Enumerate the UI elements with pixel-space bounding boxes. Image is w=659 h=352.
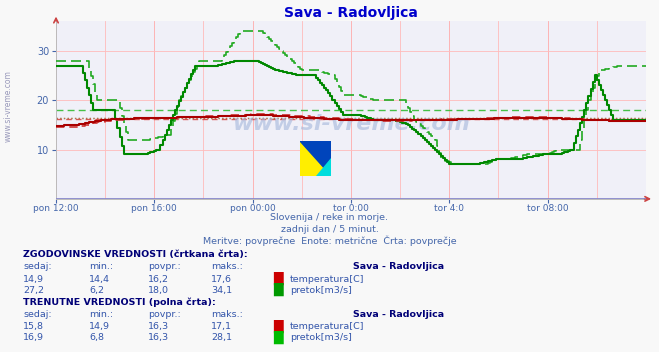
Text: Slovenija / reke in morje.: Slovenija / reke in morje.: [270, 213, 389, 222]
Text: ZGODOVINSKE VREDNOSTI (črtkana črta):: ZGODOVINSKE VREDNOSTI (črtkana črta):: [23, 250, 248, 259]
Text: temperatura[C]: temperatura[C]: [290, 322, 364, 331]
Text: TRENUTNE VREDNOSTI (polna črta):: TRENUTNE VREDNOSTI (polna črta):: [23, 297, 215, 307]
Text: 18,0: 18,0: [148, 286, 169, 295]
Text: 15,8: 15,8: [23, 322, 44, 331]
Text: 28,1: 28,1: [211, 333, 232, 342]
Polygon shape: [300, 141, 331, 176]
Text: 17,1: 17,1: [211, 322, 232, 331]
Polygon shape: [316, 158, 331, 176]
Text: 6,2: 6,2: [89, 286, 104, 295]
Text: maks.:: maks.:: [211, 310, 243, 319]
Text: pretok[m3/s]: pretok[m3/s]: [290, 286, 352, 295]
Text: █: █: [273, 331, 283, 344]
Text: temperatura[C]: temperatura[C]: [290, 275, 364, 284]
Text: 14,9: 14,9: [23, 275, 44, 284]
Title: Sava - Radovljica: Sava - Radovljica: [284, 6, 418, 20]
Text: povpr.:: povpr.:: [148, 262, 181, 271]
Text: 16,3: 16,3: [148, 322, 169, 331]
Text: █: █: [273, 283, 283, 296]
Text: 14,9: 14,9: [89, 322, 110, 331]
Text: www.si-vreme.com: www.si-vreme.com: [232, 114, 470, 134]
Text: Sava - Radovljica: Sava - Radovljica: [353, 310, 444, 319]
Text: 16,2: 16,2: [148, 275, 169, 284]
Text: 14,4: 14,4: [89, 275, 110, 284]
Text: povpr.:: povpr.:: [148, 310, 181, 319]
Text: www.si-vreme.com: www.si-vreme.com: [3, 70, 13, 142]
Text: min.:: min.:: [89, 310, 113, 319]
Text: zadnji dan / 5 minut.: zadnji dan / 5 minut.: [281, 225, 378, 234]
Text: 16,9: 16,9: [23, 333, 44, 342]
Text: █: █: [273, 319, 283, 333]
Text: maks.:: maks.:: [211, 262, 243, 271]
Text: █: █: [273, 272, 283, 285]
Text: 34,1: 34,1: [211, 286, 232, 295]
Text: Meritve: povprečne  Enote: metrične  Črta: povprečje: Meritve: povprečne Enote: metrične Črta:…: [203, 236, 456, 246]
Text: min.:: min.:: [89, 262, 113, 271]
Polygon shape: [300, 141, 331, 176]
Text: sedaj:: sedaj:: [23, 262, 51, 271]
Text: 16,3: 16,3: [148, 333, 169, 342]
Text: sedaj:: sedaj:: [23, 310, 51, 319]
Text: 6,8: 6,8: [89, 333, 104, 342]
Text: 17,6: 17,6: [211, 275, 232, 284]
Text: Sava - Radovljica: Sava - Radovljica: [353, 262, 444, 271]
Text: 27,2: 27,2: [23, 286, 44, 295]
Text: pretok[m3/s]: pretok[m3/s]: [290, 333, 352, 342]
